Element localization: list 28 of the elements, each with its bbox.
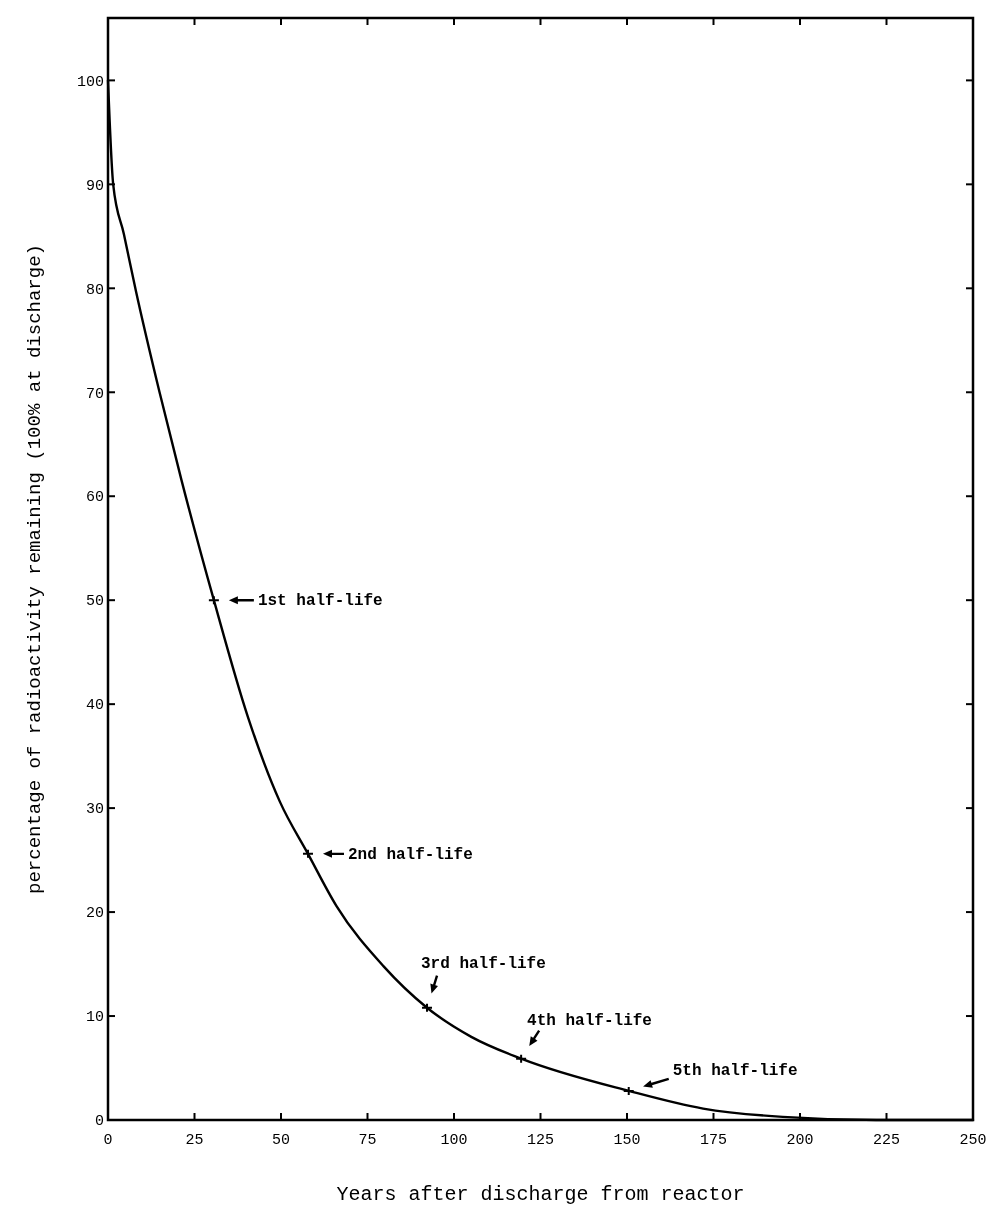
x-tick-label: 50 (271, 1132, 291, 1149)
y-tick-label: 80 (85, 281, 104, 299)
x-tick-label: 200 (786, 1132, 814, 1149)
x-tick-label: 100 (440, 1132, 468, 1149)
y-tick-label: 100 (76, 73, 104, 91)
annotation: 3rd half-life (421, 954, 546, 973)
x-tick-label: 250 (959, 1132, 987, 1149)
x-tick-label: 225 (872, 1132, 901, 1149)
y-tick-label: 90 (85, 177, 104, 195)
x-tick-label: 25 (185, 1132, 204, 1149)
annotation: 2nd half-life (347, 845, 473, 864)
annotation: 4th half-life (527, 1011, 652, 1030)
x-axis-title: Years after discharge from reactor (336, 1183, 745, 1206)
y-tick-label: 0 (94, 1113, 104, 1131)
y-axis-title: percentage of radioactivity remaining (100% at discharge) (24, 244, 46, 894)
y-tick-label: 20 (85, 905, 104, 923)
annotation: 1st half-life (257, 592, 383, 611)
y-tick-label: 40 (85, 697, 104, 715)
annotation: 5th half-life (672, 1061, 798, 1080)
x-tick-label: 75 (358, 1132, 377, 1149)
y-tick-label: 10 (85, 1009, 104, 1027)
y-tick-label: 30 (85, 801, 104, 819)
x-tick-label: 125 (526, 1132, 555, 1149)
y-tick-label: 70 (85, 385, 104, 403)
x-tick-label: 150 (613, 1132, 641, 1149)
x-tick-label: 175 (699, 1132, 728, 1149)
y-tick-label: 60 (85, 489, 104, 507)
y-tick-label: 50 (85, 593, 104, 611)
